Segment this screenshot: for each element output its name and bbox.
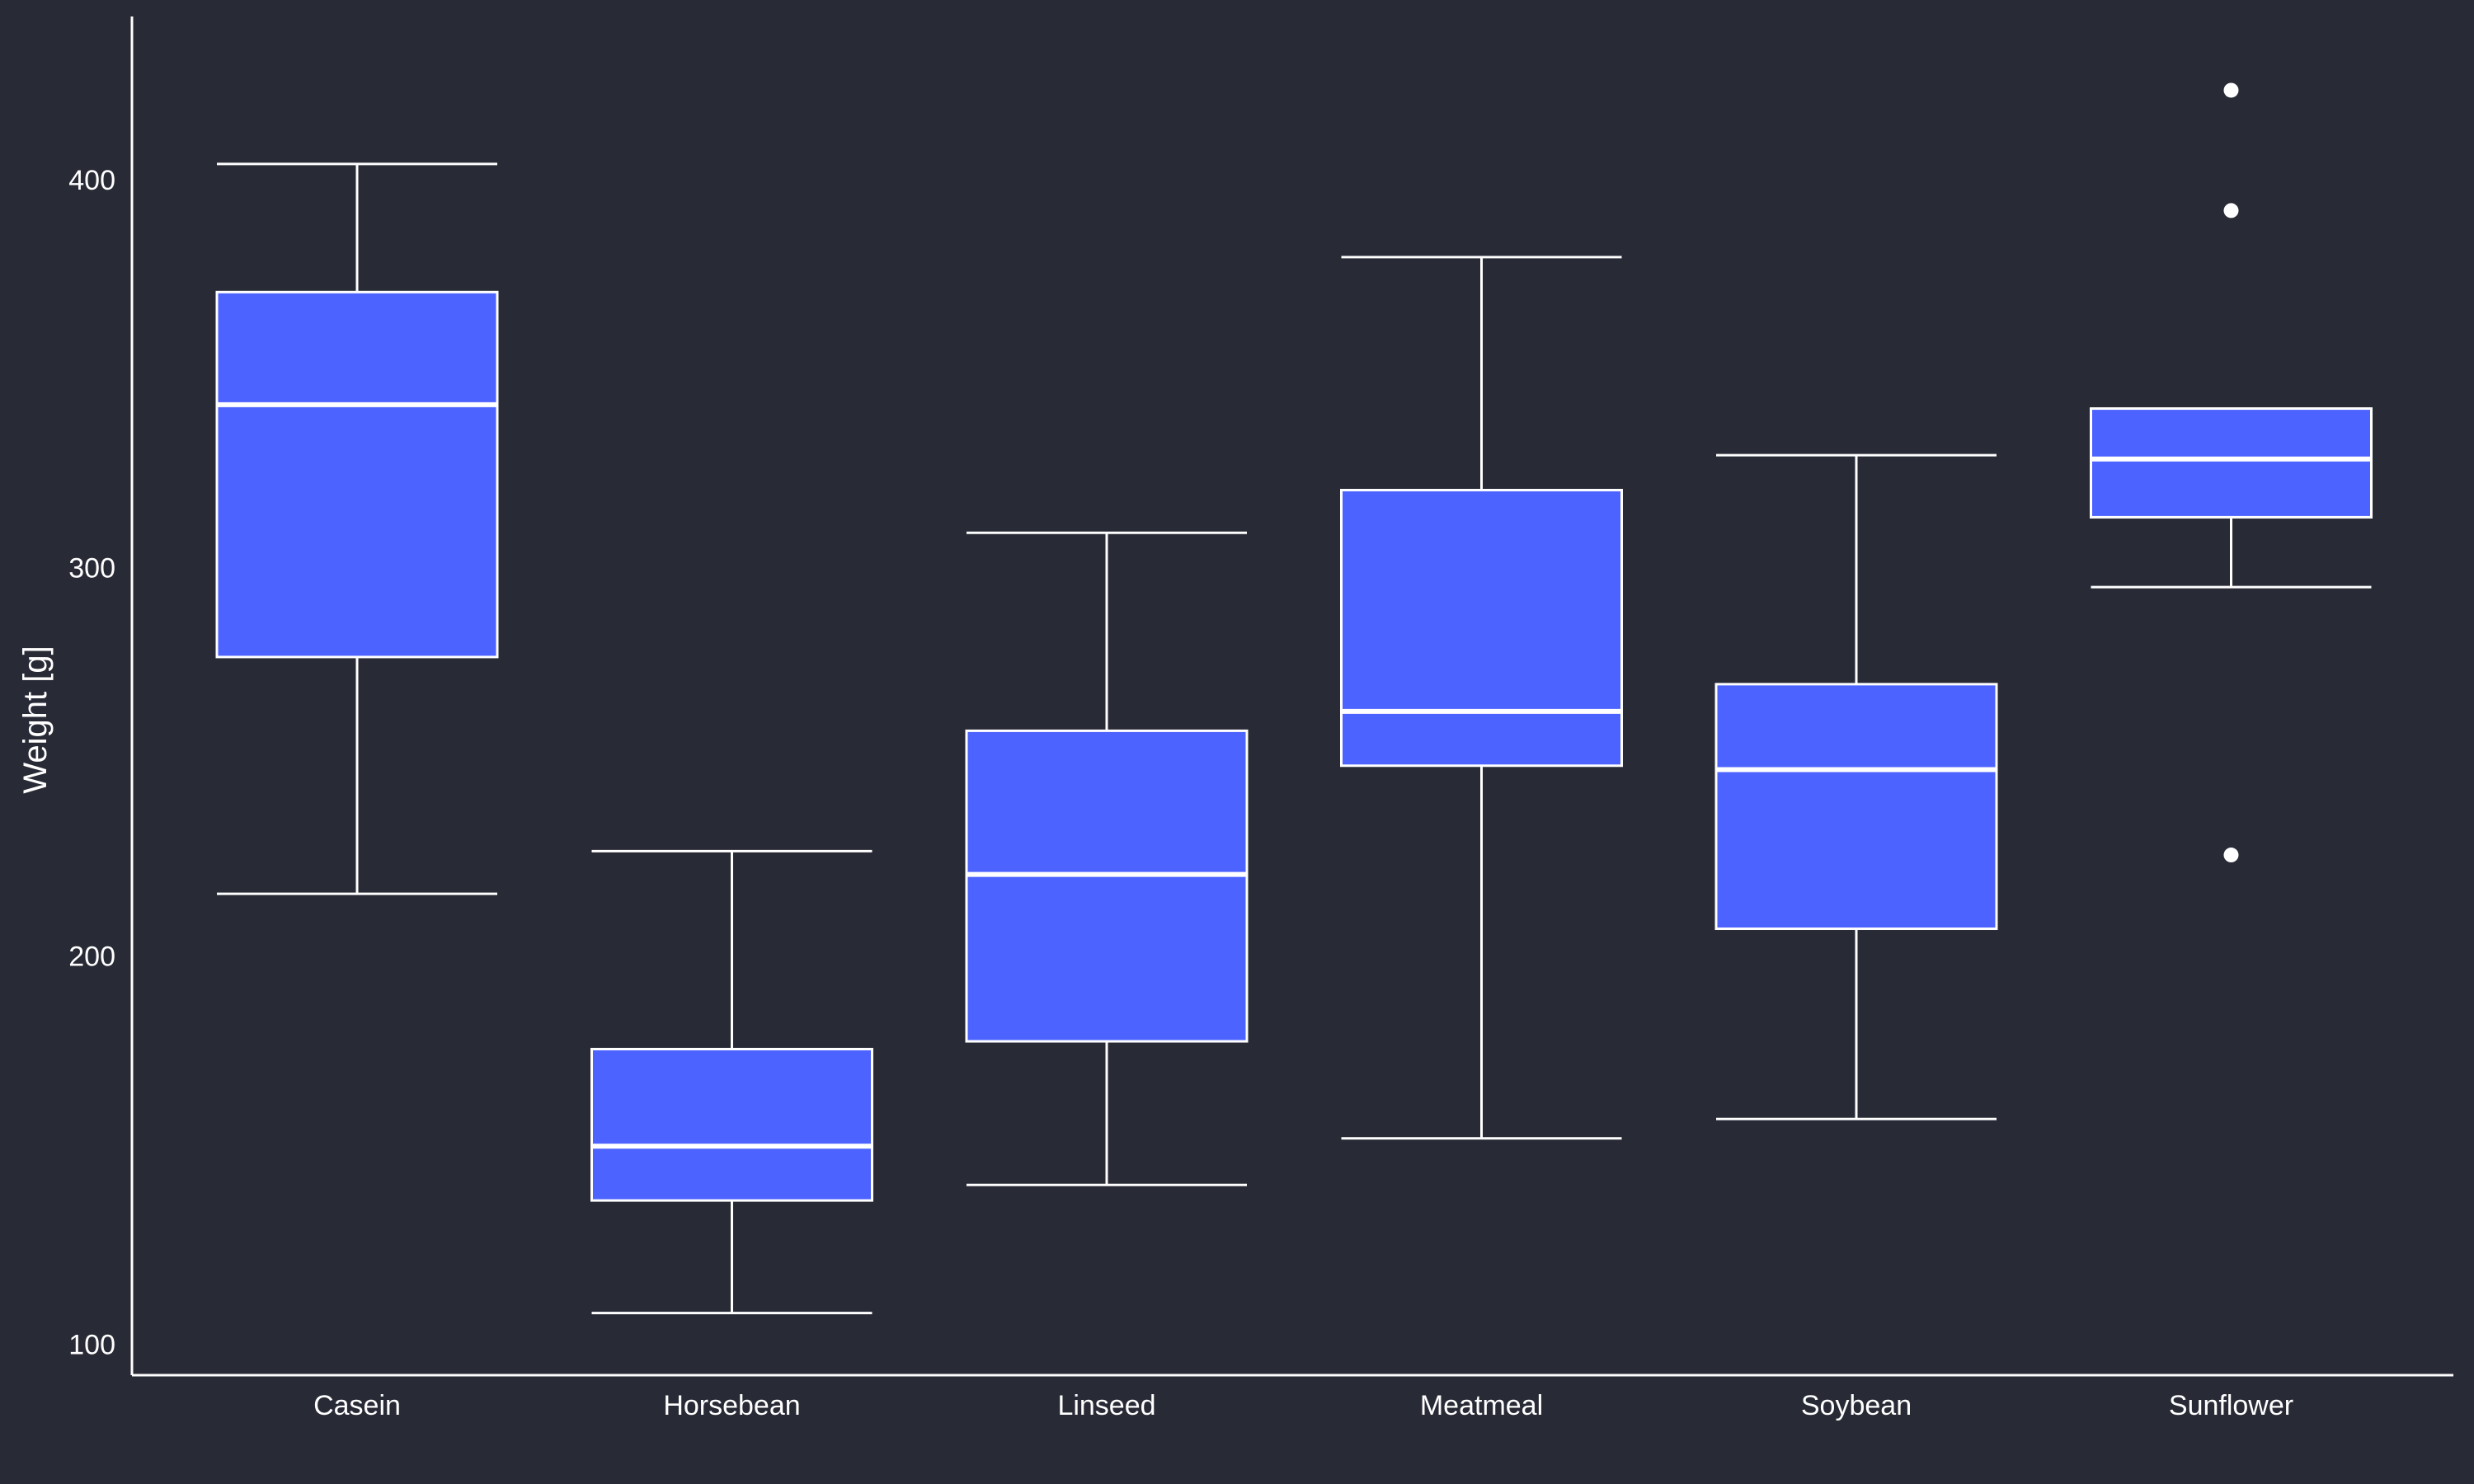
x-tick-label: Horsebean	[663, 1390, 800, 1421]
box-soybean	[1714, 453, 1998, 1120]
interquartile-box	[2090, 407, 2373, 519]
box-meatmeal	[1340, 256, 1623, 1140]
interquartile-box	[590, 1047, 873, 1202]
box-horsebean	[590, 849, 873, 1315]
interquartile-box	[965, 729, 1249, 1043]
y-tick-label: 200	[68, 941, 115, 972]
x-tick-label: Sunflower	[2169, 1390, 2293, 1421]
interquartile-box	[1340, 488, 1623, 768]
x-tick-label: Linseed	[1057, 1390, 1155, 1421]
interquartile-box	[215, 290, 499, 659]
box-linseed	[965, 531, 1249, 1186]
outlier-point	[2223, 203, 2239, 218]
y-tick-label: 300	[68, 553, 115, 585]
outlier-point	[2223, 82, 2239, 98]
box-sunflower	[2090, 82, 2373, 863]
y-axis: 100 200 300 400	[68, 16, 134, 1375]
x-tick-label: Meatmeal	[1420, 1390, 1543, 1421]
x-tick-label: Soybean	[1801, 1390, 1912, 1421]
box-series	[215, 82, 2373, 1315]
x-tick-label: Casein	[313, 1390, 401, 1421]
y-tick-label: 400	[68, 165, 115, 196]
y-axis-label: Weight [g]	[17, 646, 54, 793]
box-casein	[215, 162, 499, 895]
y-tick-label: 100	[68, 1329, 115, 1360]
interquartile-box	[1714, 683, 1998, 931]
outlier-point	[2223, 848, 2239, 863]
x-axis: Casein Horsebean Linseed Meatmeal Soybean Sun…	[132, 1374, 2453, 1421]
